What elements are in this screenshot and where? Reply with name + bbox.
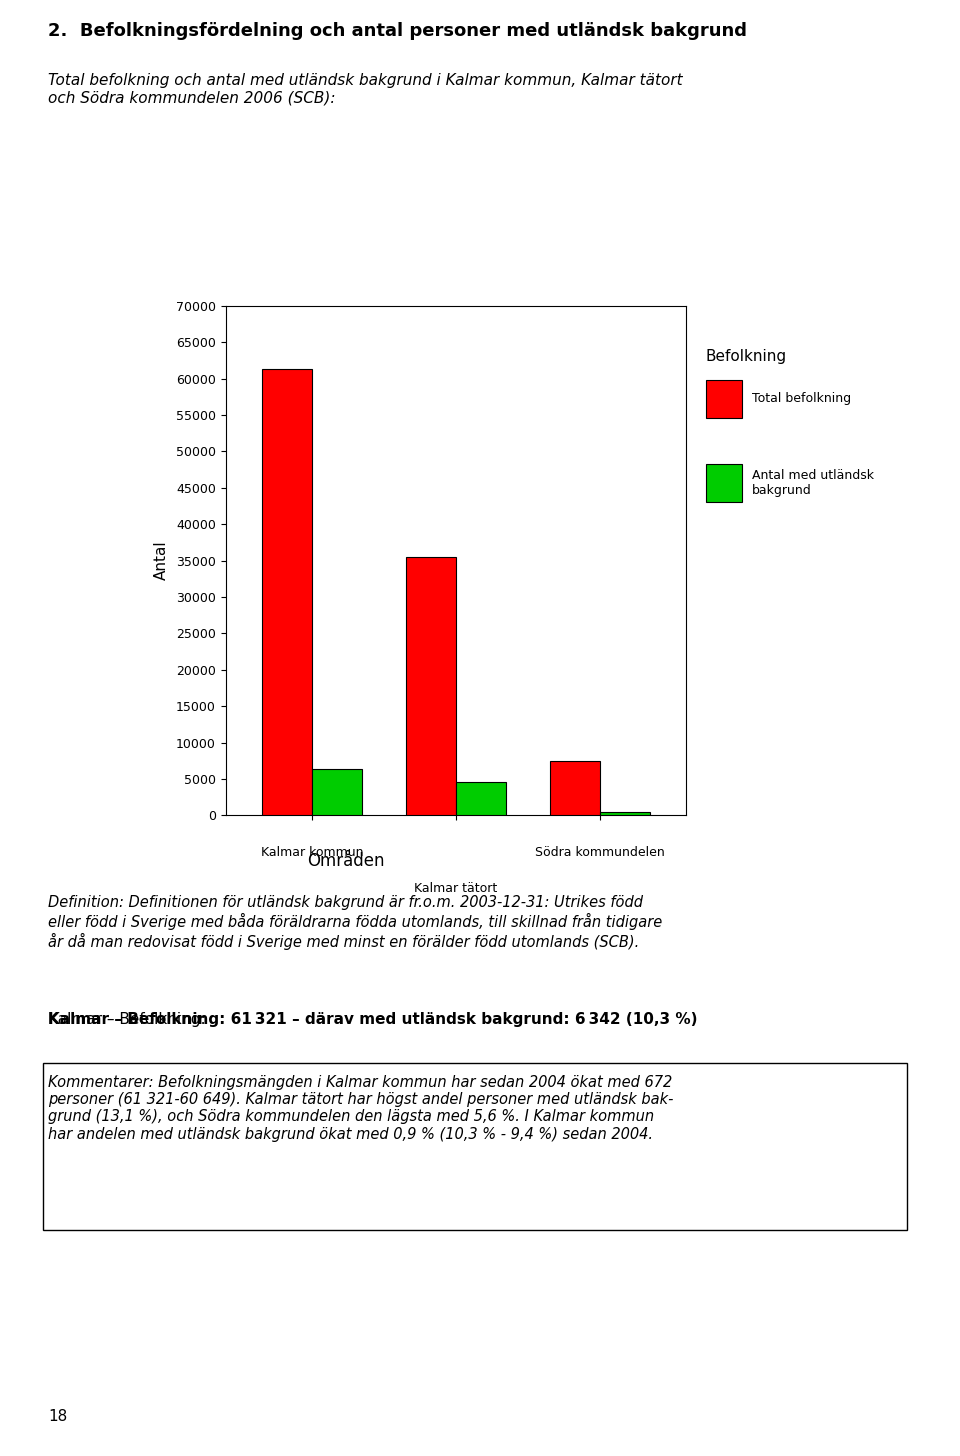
Text: Kalmar – Befolkning:: Kalmar – Befolkning: <box>48 1012 210 1026</box>
Text: 2.  Befolkningsfördelning och antal personer med utländsk bakgrund: 2. Befolkningsfördelning och antal perso… <box>48 22 747 39</box>
Text: Kalmar tätort: Kalmar tätort <box>415 882 497 894</box>
Bar <box>549 760 600 815</box>
Text: Definition: Definitionen för utländsk bakgrund är fr.o.m. 2003-12-31: Utrikes fö: Definition: Definitionen för utländsk ba… <box>48 895 662 951</box>
Text: Södra kommundelen: Södra kommundelen <box>535 846 665 859</box>
Bar <box>406 556 456 815</box>
Bar <box>600 812 651 815</box>
Text: Områden: Områden <box>307 852 385 869</box>
Text: Kalmar kommun: Kalmar kommun <box>261 846 363 859</box>
Text: Antal med utländsk
bakgrund: Antal med utländsk bakgrund <box>752 469 874 498</box>
Text: Total befolkning: Total befolkning <box>752 393 851 405</box>
Text: Total befolkning och antal med utländsk bakgrund i Kalmar kommun, Kalmar tätort
: Total befolkning och antal med utländsk … <box>48 73 683 105</box>
Bar <box>261 368 312 815</box>
Text: Kalmar – Befolkning: 61 321 – därav med utländsk bakgrund: 6 342 (10,3 %): Kalmar – Befolkning: 61 321 – därav med … <box>48 1012 698 1026</box>
Bar <box>312 769 362 815</box>
Text: Befolkning: Befolkning <box>706 349 787 364</box>
Text: 18: 18 <box>48 1409 67 1424</box>
Bar <box>456 782 507 815</box>
Y-axis label: Antal: Antal <box>154 540 169 581</box>
Text: Kommentarer: Befolkningsmängden i Kalmar kommun har sedan 2004 ökat med 672
pers: Kommentarer: Befolkningsmängden i Kalmar… <box>48 1075 673 1142</box>
